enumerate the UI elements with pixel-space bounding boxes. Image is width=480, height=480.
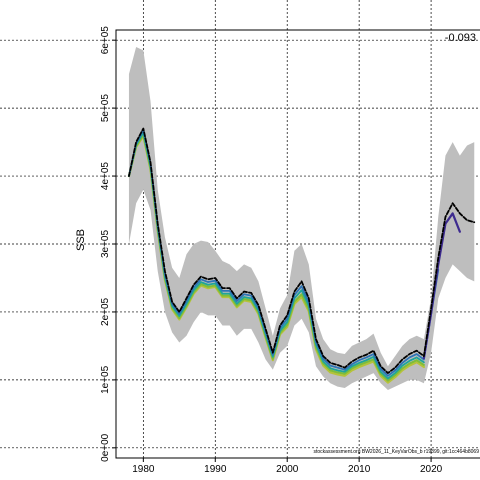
y-tick-label: 4e+05 xyxy=(100,162,111,191)
series-line-blue xyxy=(128,128,440,377)
x-tick-label: 1990 xyxy=(204,464,227,475)
grid-lines xyxy=(0,0,480,458)
x-tick-label: 2020 xyxy=(420,464,443,475)
series-line-estimate xyxy=(128,127,476,374)
confidence-band xyxy=(128,46,475,391)
y-tick-label: 5e+05 xyxy=(100,94,111,123)
series-lines xyxy=(127,127,476,384)
y-tick-label: 6e+05 xyxy=(100,26,111,55)
y-tick-label: 0e+00 xyxy=(100,433,111,462)
y-axis-ticks: 0e+00 1e+05 2e+05 3e+05 4e+05 5e+05 6e+05 xyxy=(100,26,116,462)
x-tick-label: 1980 xyxy=(132,464,155,475)
footnote: stockassessment.org BW2026_11_KeyVarObs_… xyxy=(314,449,480,455)
confidence-band-area xyxy=(128,46,475,391)
x-tick-label: 2010 xyxy=(348,464,371,475)
x-tick-label: 2000 xyxy=(276,464,299,475)
corner-label: -0.093 xyxy=(445,32,476,44)
y-tick-label: 3e+05 xyxy=(100,230,111,259)
y-tick-label: 2e+05 xyxy=(100,297,111,326)
y-tick-label: 1e+05 xyxy=(100,365,111,394)
x-axis-ticks: 1980 1990 2000 2010 2020 xyxy=(132,458,443,475)
y-axis-title: SSB xyxy=(75,229,87,251)
